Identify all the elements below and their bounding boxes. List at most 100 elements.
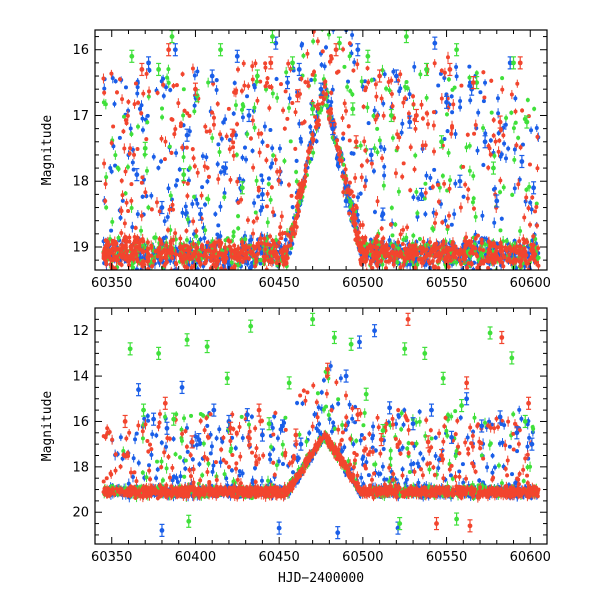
data-point-green	[310, 102, 316, 116]
data-point-green	[169, 30, 175, 44]
data-point-red	[378, 433, 384, 447]
data-point-green	[127, 342, 133, 356]
data-point-blue	[407, 115, 413, 129]
data-point-red	[413, 108, 419, 123]
data-point-green	[365, 49, 371, 63]
data-point-blue	[184, 128, 190, 142]
y-tick-label: 18	[72, 175, 89, 190]
top-panel-frame	[94, 29, 548, 271]
data-point-red	[192, 82, 198, 96]
y-tick-label: 18	[72, 460, 89, 475]
data-point-blue	[355, 43, 361, 57]
cloud-blue	[101, 30, 541, 270]
data-point-green	[141, 403, 147, 417]
data-point-red	[447, 62, 453, 77]
x-tick-label: 60450	[258, 276, 299, 291]
x-tick-label: 60400	[175, 550, 216, 565]
data-point-green	[266, 417, 272, 431]
data-point-green	[490, 161, 496, 175]
data-point-green	[224, 371, 230, 385]
data-point-red	[470, 76, 476, 90]
data-point-blue	[330, 122, 336, 136]
data-point-red	[166, 43, 172, 57]
data-point-green	[204, 339, 210, 354]
data-point-green	[181, 168, 187, 182]
data-point-blue	[244, 408, 250, 422]
data-point-blue	[279, 419, 285, 433]
bottom-panel-frame	[94, 307, 548, 545]
data-point-blue	[179, 380, 185, 395]
x-tick-label: 60350	[91, 276, 132, 291]
y-tick-label: 19	[72, 240, 89, 255]
y-tick-label: 12	[72, 324, 89, 339]
data-point-blue	[432, 36, 438, 50]
x-tick-label: 60550	[426, 276, 467, 291]
data-point-blue	[151, 412, 157, 426]
data-point-green	[511, 56, 517, 70]
y-tick-label: 17	[72, 109, 89, 124]
x-tick-label: 60550	[426, 550, 467, 565]
data-point-blue	[259, 187, 265, 201]
data-point-red	[189, 435, 195, 449]
data-point-red	[122, 414, 128, 429]
data-point-blue	[457, 174, 463, 188]
data-point-red	[228, 421, 234, 435]
data-point-green	[186, 514, 192, 528]
cloud-red	[101, 30, 541, 270]
data-point-blue	[343, 194, 349, 208]
data-point-blue	[387, 401, 393, 415]
data-point-green	[388, 108, 394, 123]
data-point-green	[286, 376, 292, 390]
data-point-red	[497, 115, 503, 129]
data-point-red	[439, 448, 445, 463]
data-point-green	[184, 333, 190, 347]
data-point-green	[156, 346, 162, 360]
data-point-red	[256, 403, 262, 417]
data-point-red	[464, 376, 470, 390]
data-point-red	[467, 519, 473, 533]
data-point-green	[156, 62, 162, 77]
data-point-blue	[372, 324, 378, 338]
bottom-panel: 60350 60400 60450 60500 60550 60600 12 14 16 18 20…	[40, 307, 551, 586]
data-point-red	[355, 408, 361, 422]
data-point-blue	[318, 82, 324, 96]
data-point-green	[397, 516, 403, 531]
x-tick-label: 60600	[510, 550, 551, 565]
data-point-blue	[136, 383, 142, 397]
data-point-red	[434, 516, 440, 531]
bottom-panel-xlabel: HJD−2400000	[278, 571, 364, 586]
data-point-red	[517, 56, 523, 70]
data-point-green	[248, 319, 254, 333]
data-point-blue	[482, 135, 488, 149]
data-point-red	[325, 362, 331, 376]
bottom-panel-ylabel: Magnitude	[40, 391, 55, 462]
data-point-blue	[531, 181, 537, 195]
data-point-red	[139, 62, 145, 77]
data-point-red	[293, 428, 299, 442]
data-point-blue	[343, 369, 349, 383]
data-point-green	[422, 346, 428, 360]
data-point-red	[526, 396, 532, 410]
x-tick-label: 60350	[91, 550, 132, 565]
data-point-green	[380, 423, 386, 438]
data-point-blue	[519, 154, 525, 169]
data-point-blue	[479, 419, 485, 433]
data-point-green	[509, 351, 515, 365]
data-point-blue	[223, 161, 229, 175]
data-point-green	[403, 30, 409, 44]
data-point-blue	[428, 403, 434, 417]
y-tick-label: 16	[72, 43, 89, 58]
data-point-red	[425, 435, 431, 449]
data-point-green	[171, 412, 177, 426]
data-point-blue	[276, 521, 282, 535]
data-point-blue	[410, 417, 416, 431]
data-point-green	[440, 371, 446, 385]
data-point-blue	[368, 148, 374, 162]
x-tick-label: 60450	[258, 550, 299, 565]
data-point-blue	[285, 76, 291, 90]
data-point-blue	[444, 95, 450, 109]
data-point-green	[348, 337, 354, 351]
data-point-blue	[298, 437, 304, 451]
y-tick-label: 16	[72, 415, 89, 430]
